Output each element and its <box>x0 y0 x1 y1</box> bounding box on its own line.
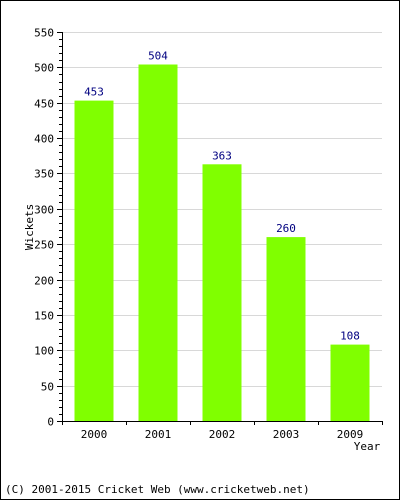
bar <box>138 64 178 421</box>
bars <box>74 64 370 422</box>
y-tick-label: 350 <box>34 168 54 181</box>
bar-value-label: 453 <box>84 86 104 99</box>
y-tick-label: 450 <box>34 98 54 111</box>
y-tick-label: 100 <box>34 345 54 358</box>
bar <box>202 164 242 422</box>
x-tick-label: 2003 <box>273 428 300 441</box>
bar-value-label: 108 <box>340 330 360 343</box>
y-tick-label: 550 <box>34 27 54 40</box>
y-tick-label: 200 <box>34 275 54 288</box>
copyright-text: (C) 2001-2015 Cricket Web (www.cricketwe… <box>5 483 310 496</box>
y-tick-label: 400 <box>34 133 54 146</box>
x-tick-label: 2002 <box>209 428 236 441</box>
y-tick-label: 250 <box>34 239 54 252</box>
x-tick-label: 2009 <box>337 428 364 441</box>
bar <box>74 100 114 421</box>
x-tick-label: 2001 <box>145 428 172 441</box>
y-tick-label: 300 <box>34 204 54 217</box>
y-tick-label: 50 <box>41 381 54 394</box>
y-axis-title: Wickets <box>23 204 36 250</box>
bar-value-label: 363 <box>212 149 232 162</box>
bar-value-label: 504 <box>148 50 168 63</box>
axes <box>57 32 383 425</box>
bar-value-label: 260 <box>276 222 296 235</box>
bar <box>330 344 370 421</box>
x-tick-label: 2000 <box>81 428 108 441</box>
y-tick-label: 150 <box>34 310 54 323</box>
y-tick-label: 500 <box>34 62 54 75</box>
x-axis-title: Year <box>354 440 381 453</box>
bar <box>266 237 306 421</box>
y-tick-label: 0 <box>47 416 54 429</box>
labels: 0 50 100 150 200 250 300 350 400 450 500 550 453 2000… <box>34 27 363 442</box>
